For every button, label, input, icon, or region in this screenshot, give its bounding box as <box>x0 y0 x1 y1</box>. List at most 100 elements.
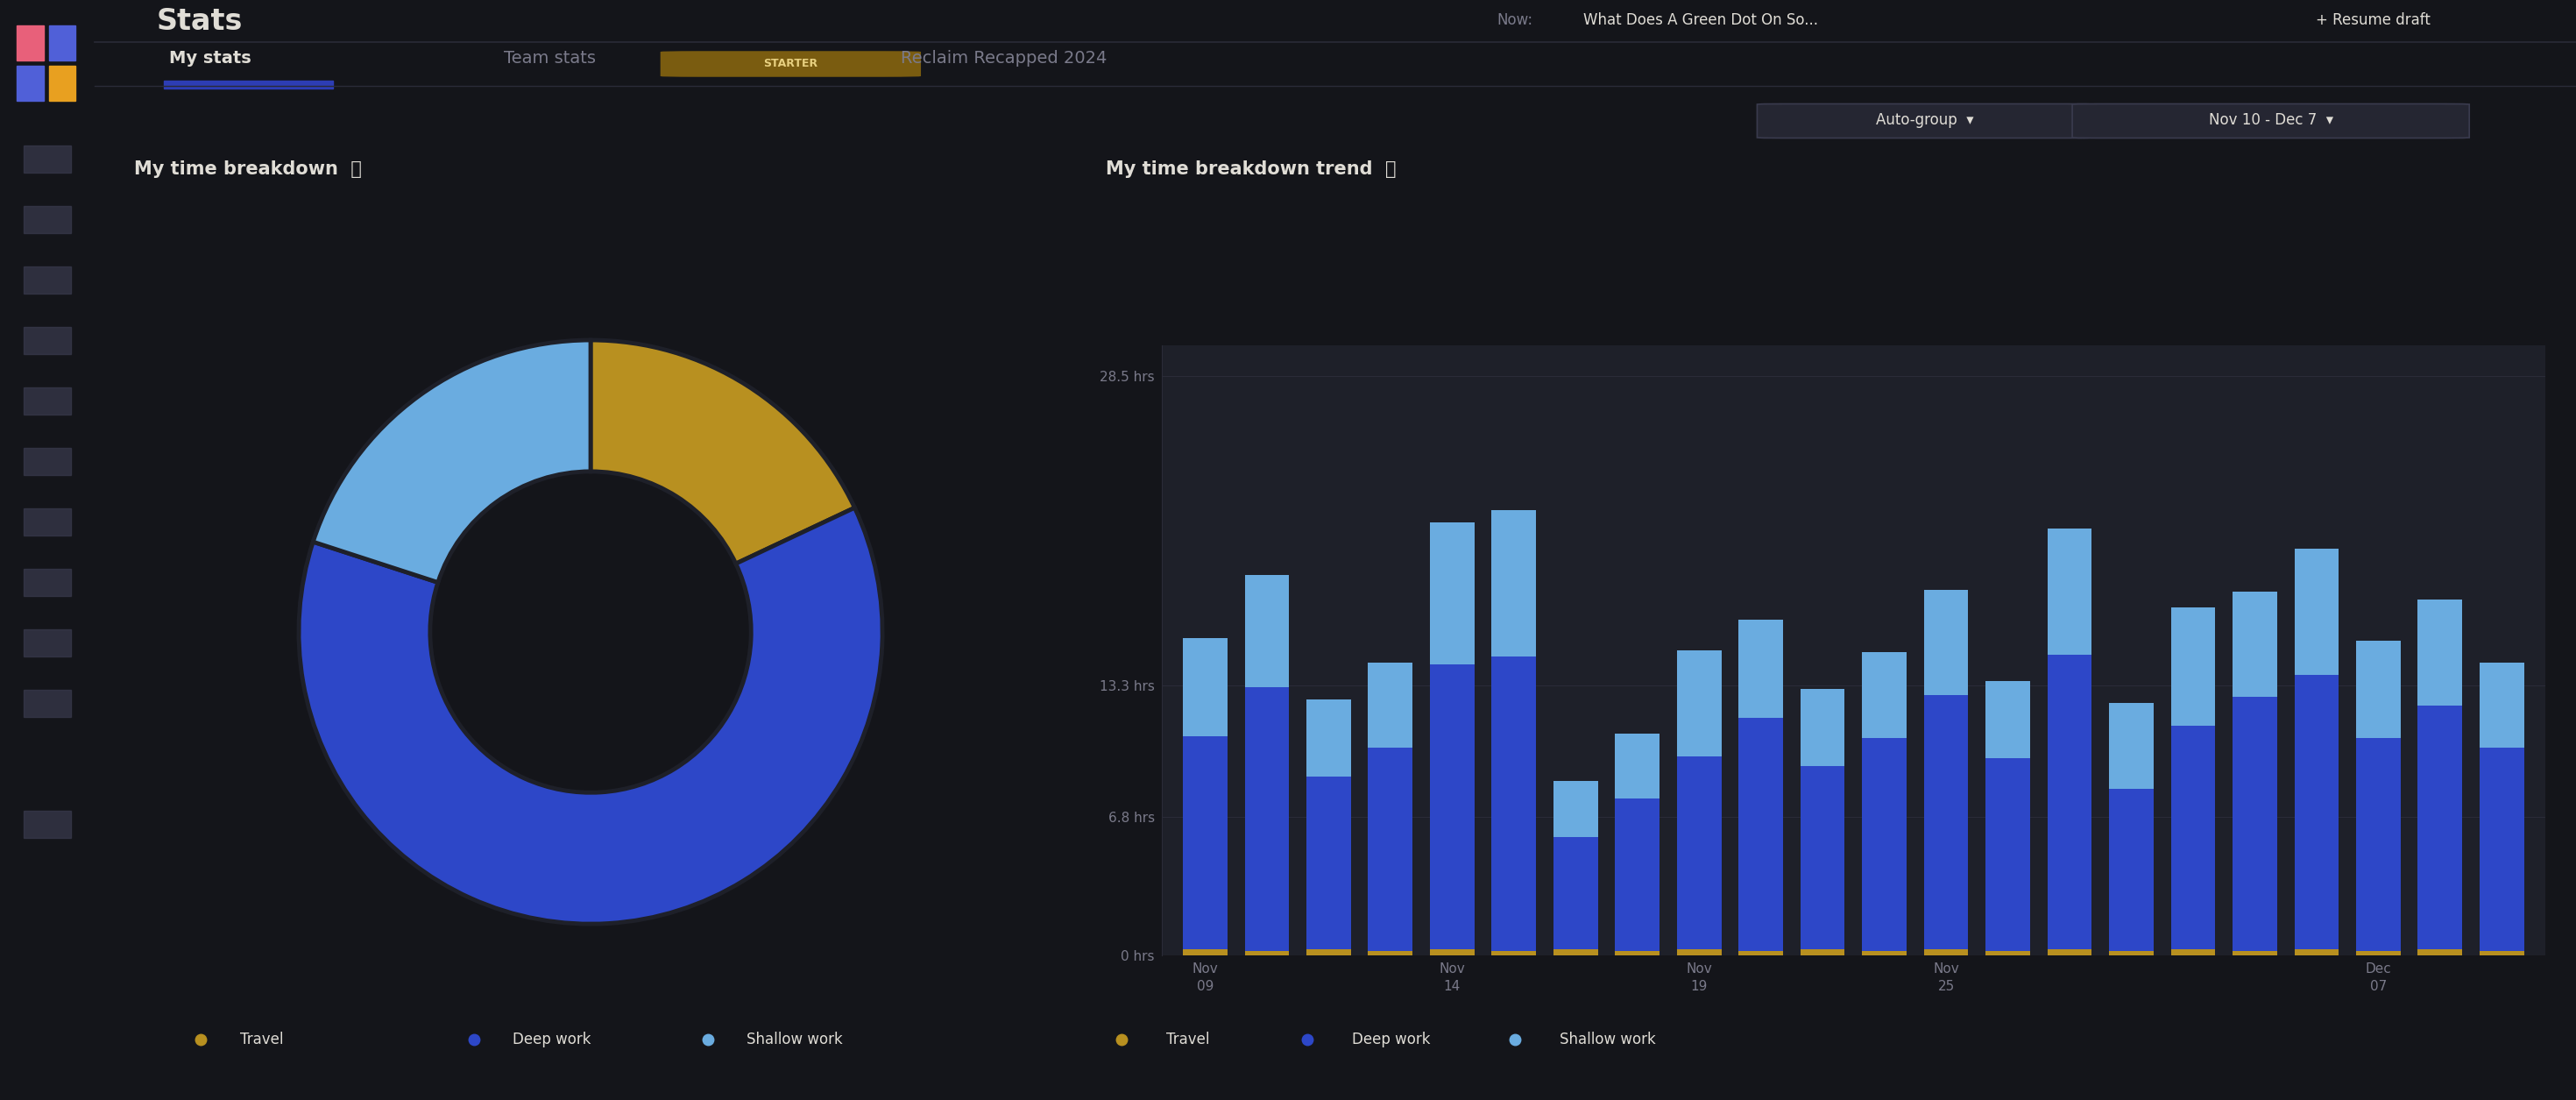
Bar <box>23 508 72 536</box>
Bar <box>1492 657 1535 952</box>
Bar <box>1739 717 1783 951</box>
Bar <box>1492 952 1535 956</box>
Bar <box>1182 949 1226 956</box>
Bar <box>23 629 72 657</box>
Text: Stats: Stats <box>157 7 242 35</box>
Bar <box>1615 799 1659 952</box>
Bar <box>2419 949 2463 956</box>
Bar <box>2172 726 2215 949</box>
Bar <box>1862 738 1906 952</box>
Bar <box>1924 695 1968 949</box>
Text: My time breakdown trend  ⓘ: My time breakdown trend ⓘ <box>1105 161 1396 178</box>
Text: My time breakdown  ⓘ: My time breakdown ⓘ <box>134 161 363 178</box>
Bar <box>2481 662 2524 748</box>
Bar <box>2481 952 2524 956</box>
Text: Team stats: Team stats <box>505 51 595 67</box>
Text: Reclaim Recapped 2024: Reclaim Recapped 2024 <box>902 51 1108 67</box>
Bar <box>1553 949 1597 956</box>
Bar <box>1924 949 1968 956</box>
Bar <box>23 327 72 354</box>
Text: My stats: My stats <box>170 51 252 67</box>
Bar <box>1862 652 1906 738</box>
Bar <box>1986 952 2030 956</box>
Bar <box>2233 592 2277 697</box>
Wedge shape <box>299 508 884 924</box>
Bar <box>2295 549 2339 675</box>
Bar <box>2357 640 2401 738</box>
Text: Auto-group  ▾: Auto-group ▾ <box>1875 112 1973 128</box>
Bar <box>1182 736 1226 949</box>
Text: Shallow work: Shallow work <box>747 1032 842 1047</box>
Bar <box>1244 952 1288 956</box>
Bar <box>1739 952 1783 956</box>
Bar <box>18 66 44 101</box>
Bar <box>1986 681 2030 758</box>
Bar <box>2048 654 2092 949</box>
Bar <box>2233 952 2277 956</box>
Bar <box>2048 949 2092 956</box>
Text: Nov 10 - Dec 7  ▾: Nov 10 - Dec 7 ▾ <box>2208 112 2334 128</box>
Bar <box>1430 664 1473 949</box>
Bar <box>1801 949 1844 956</box>
Bar <box>1306 700 1350 777</box>
Bar <box>2419 600 2463 705</box>
Bar <box>1615 734 1659 799</box>
Wedge shape <box>314 340 590 582</box>
Bar <box>23 206 72 233</box>
Bar <box>2357 952 2401 956</box>
Bar <box>2481 748 2524 952</box>
Bar <box>1677 949 1721 956</box>
Bar <box>1553 837 1597 949</box>
Text: Deep work: Deep work <box>1352 1032 1430 1047</box>
Bar <box>23 811 72 838</box>
Bar <box>1677 650 1721 756</box>
Bar <box>2295 949 2339 956</box>
Bar <box>1615 952 1659 956</box>
Bar <box>1986 758 2030 952</box>
Bar <box>1862 952 1906 956</box>
Text: Travel: Travel <box>1167 1032 1211 1047</box>
Bar <box>49 66 75 101</box>
Bar <box>1368 748 1412 952</box>
Text: Now:: Now: <box>1497 12 1533 29</box>
Bar <box>1306 777 1350 949</box>
Bar <box>1244 688 1288 952</box>
Bar <box>1739 620 1783 717</box>
Bar <box>23 569 72 596</box>
Bar <box>1924 590 1968 695</box>
Wedge shape <box>590 340 855 563</box>
Bar <box>1430 522 1473 664</box>
Bar <box>2110 789 2154 952</box>
Bar <box>1182 638 1226 736</box>
Bar <box>23 266 72 294</box>
Bar <box>2295 675 2339 949</box>
Bar <box>23 387 72 415</box>
Bar <box>2233 697 2277 951</box>
Bar <box>2110 952 2154 956</box>
Bar <box>2172 949 2215 956</box>
Text: + Resume draft: + Resume draft <box>2316 12 2429 29</box>
Bar <box>23 448 72 475</box>
Bar <box>165 80 332 88</box>
Bar <box>49 25 75 61</box>
FancyBboxPatch shape <box>659 51 922 77</box>
Bar <box>1368 662 1412 748</box>
Bar <box>2048 529 2092 654</box>
Bar <box>1801 689 1844 767</box>
Bar <box>1492 510 1535 657</box>
Bar <box>1430 949 1473 956</box>
Bar <box>1244 575 1288 688</box>
FancyBboxPatch shape <box>2071 103 2470 138</box>
Bar <box>2357 738 2401 952</box>
Bar <box>18 25 44 61</box>
Text: Shallow work: Shallow work <box>1558 1032 1656 1047</box>
Bar <box>2419 705 2463 949</box>
Text: STARTER: STARTER <box>762 57 817 69</box>
FancyBboxPatch shape <box>1757 103 2092 138</box>
Bar <box>1553 781 1597 837</box>
Bar <box>23 145 72 173</box>
Bar <box>2172 608 2215 726</box>
Bar <box>1368 952 1412 956</box>
Bar <box>1801 767 1844 949</box>
Text: Travel: Travel <box>240 1032 283 1047</box>
